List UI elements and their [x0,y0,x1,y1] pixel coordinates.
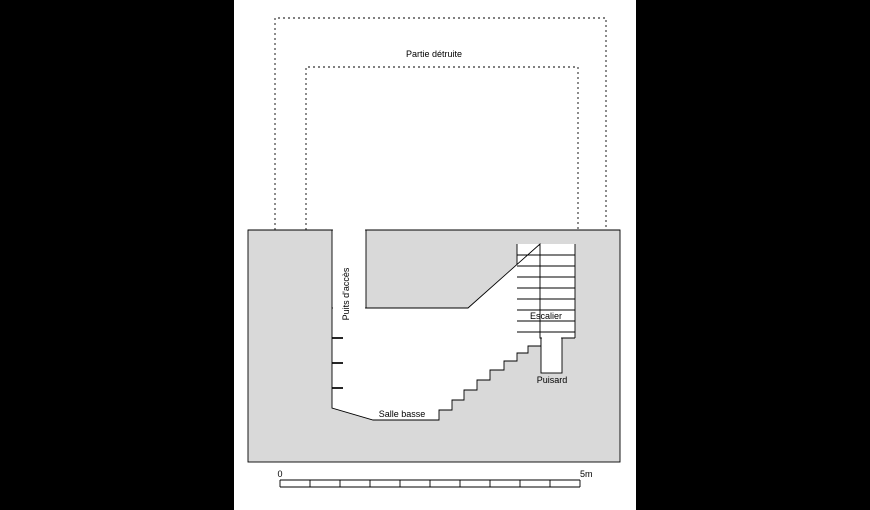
diagram-canvas: Partie détruite Puits d'accès Escalier Puis… [234,0,636,510]
inner-destroyed-outline [306,67,578,230]
scale_zero-label: 0 [277,469,282,479]
lower_room-label: Salle basse [379,409,426,419]
sump [541,338,562,373]
stair-label: Escalier [530,311,562,321]
scale_end-label: 5m [580,469,593,479]
sump-label: Puisard [537,375,568,385]
destroyed-label: Partie détruite [406,49,462,59]
shaft-label: Puits d'accès [341,267,351,320]
scale-bar [280,480,580,487]
